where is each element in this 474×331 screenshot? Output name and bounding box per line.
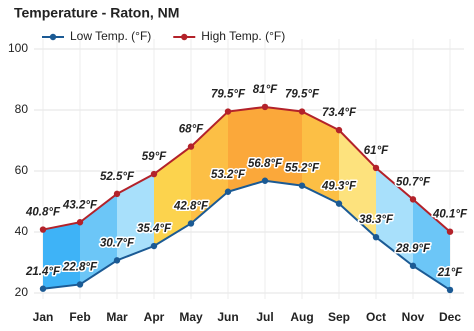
data-point <box>76 281 84 288</box>
value-label: 35.4°F <box>137 223 172 235</box>
temp-band <box>228 106 265 192</box>
x-tick-label: Jul <box>256 310 273 324</box>
chart-title: Temperature - Raton, NM <box>14 5 179 21</box>
data-point <box>409 262 417 270</box>
data-point <box>372 164 380 172</box>
data-point <box>409 196 417 203</box>
value-label: 59°F <box>142 151 167 163</box>
value-label: 56.8°F <box>248 158 283 170</box>
temp-band <box>154 146 191 247</box>
value-label: 40.1°F <box>432 209 468 221</box>
data-point <box>187 143 195 150</box>
data-point <box>298 182 306 189</box>
value-label: 79.5°F <box>285 89 320 101</box>
value-label: 73.4°F <box>322 107 357 119</box>
temp-band <box>413 199 450 290</box>
value-label: 43.2°F <box>62 199 98 211</box>
value-label: 42.8°F <box>173 200 209 212</box>
temp-band <box>339 130 376 238</box>
data-point <box>298 108 306 115</box>
series-line <box>42 105 451 233</box>
temp-band <box>43 222 80 289</box>
data-point <box>224 108 232 115</box>
value-label: 55.2°F <box>285 163 320 175</box>
value-label: 21°F <box>437 267 463 279</box>
x-tick-label: May <box>179 310 203 324</box>
x-tick-label: Nov <box>402 310 425 324</box>
value-label: 81°F <box>253 84 278 96</box>
value-label: 22.8°F <box>62 261 98 273</box>
value-label: 28.9°F <box>395 243 431 255</box>
data-point <box>39 226 47 233</box>
temp-band <box>302 111 339 204</box>
value-label: 79.5°F <box>211 89 246 101</box>
value-label: 50.7°F <box>396 176 431 188</box>
x-tick-label: Sep <box>328 310 350 324</box>
y-tick-label: 100 <box>8 41 28 55</box>
data-point <box>261 103 269 111</box>
data-point <box>335 200 343 207</box>
data-point <box>113 190 121 198</box>
value-label: 61°F <box>364 145 389 157</box>
value-label: 30.7°F <box>100 237 135 249</box>
x-tick-label: Aug <box>290 310 313 324</box>
value-label: 68°F <box>179 124 204 136</box>
series-line <box>42 179 451 291</box>
data-point <box>335 126 343 134</box>
y-tick-label: 60 <box>15 163 29 177</box>
x-tick-label: Feb <box>69 310 90 324</box>
x-tick-label: Oct <box>366 310 386 324</box>
y-tick-label: 20 <box>15 285 29 299</box>
x-tick-label: Dec <box>439 310 461 324</box>
data-point <box>187 220 195 227</box>
data-point <box>39 285 47 292</box>
x-tick-label: Jan <box>33 310 54 324</box>
x-tick-label: Mar <box>106 310 128 324</box>
temp-band <box>80 193 117 285</box>
value-label: 21.4°F <box>25 266 61 278</box>
x-tick-label: Apr <box>144 310 165 324</box>
temp-band <box>117 174 154 261</box>
temp-band <box>265 106 302 186</box>
value-label: 53.2°F <box>211 169 246 181</box>
data-point <box>113 257 121 264</box>
value-label: 52.5°F <box>100 171 135 183</box>
data-point <box>150 242 158 250</box>
legend-marker <box>49 33 57 41</box>
legend-label: High Temp. (°F) <box>201 29 285 43</box>
x-tick-label: Jun <box>217 310 238 324</box>
data-point <box>150 170 158 178</box>
value-label: 38.3°F <box>359 214 394 226</box>
data-point <box>372 233 380 241</box>
data-point <box>76 219 84 226</box>
data-point <box>261 177 269 184</box>
legend-label: Low Temp. (°F) <box>70 29 151 43</box>
data-point <box>446 228 454 235</box>
data-point <box>224 188 232 195</box>
temp-band <box>191 111 228 224</box>
legend-marker <box>181 33 188 41</box>
value-label: 40.8°F <box>25 207 61 219</box>
y-tick-label: 40 <box>15 224 29 238</box>
y-tick-label: 80 <box>15 102 29 116</box>
data-point <box>446 286 454 294</box>
value-label: 49.3°F <box>321 181 357 193</box>
